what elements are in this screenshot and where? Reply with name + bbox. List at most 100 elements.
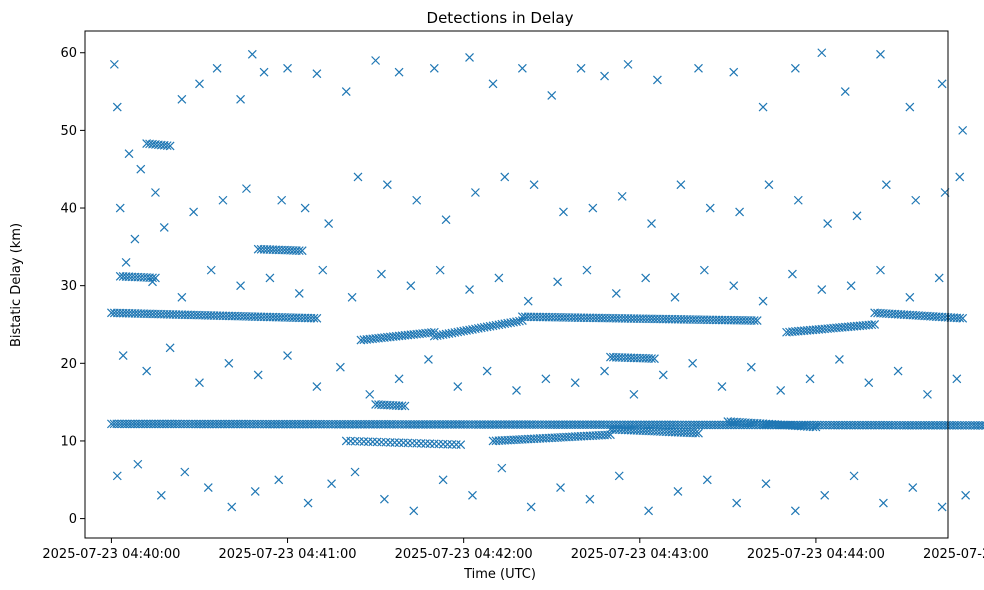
data-point — [790, 506, 800, 516]
data-point — [652, 75, 662, 85]
data-point — [852, 211, 862, 221]
data-point — [876, 49, 885, 59]
data-point — [435, 265, 445, 275]
data-point — [644, 506, 654, 516]
data-point — [180, 467, 190, 477]
data-point — [482, 366, 492, 376]
data-point — [438, 475, 448, 485]
data-point — [136, 164, 146, 174]
data-point — [253, 370, 263, 380]
data-point — [115, 203, 125, 213]
data-point — [911, 195, 921, 205]
data-point — [576, 63, 586, 73]
x-tick-label: 2025-07-23 04:44:00 — [747, 547, 885, 562]
data-point — [359, 437, 369, 446]
data-point — [553, 277, 563, 287]
data-point — [702, 475, 712, 485]
data-point — [582, 265, 592, 275]
data-point — [403, 438, 413, 448]
data-point — [385, 437, 395, 447]
data-point — [447, 440, 457, 449]
data-point — [394, 438, 404, 448]
data-point — [309, 313, 319, 323]
data-point — [318, 265, 328, 275]
data-point — [312, 313, 322, 323]
data-point — [277, 195, 287, 205]
data-point — [905, 292, 915, 302]
data-point — [717, 382, 727, 392]
data-point — [617, 191, 627, 201]
data-point — [817, 285, 827, 294]
data-point — [732, 498, 742, 508]
data-point — [790, 63, 800, 73]
data-point — [961, 490, 971, 500]
data-point — [381, 437, 391, 447]
data-point — [647, 219, 656, 228]
data-point — [694, 63, 703, 73]
data-point — [118, 351, 128, 360]
data-point — [650, 354, 659, 364]
data-point — [600, 366, 609, 376]
data-point — [441, 215, 451, 225]
x-tick-label: 2025-07-23 04:42:00 — [395, 547, 533, 562]
data-point — [142, 366, 152, 376]
data-point — [195, 79, 204, 89]
data-point — [958, 313, 968, 323]
data-point — [350, 436, 360, 446]
y-axis-label: Bistatic Delay (km) — [9, 223, 24, 347]
data-point — [394, 374, 404, 384]
data-point — [556, 483, 565, 492]
data-point — [112, 471, 122, 481]
data-point — [934, 273, 944, 283]
data-point — [259, 67, 269, 77]
data-point — [588, 203, 598, 213]
data-point — [363, 437, 373, 447]
data-point — [761, 479, 771, 489]
data-point — [958, 125, 968, 135]
data-point — [224, 358, 234, 368]
data-point — [849, 471, 859, 481]
data-point — [165, 141, 175, 151]
data-point — [788, 269, 797, 279]
data-point — [846, 281, 856, 291]
data-point — [283, 351, 292, 360]
data-point — [811, 422, 821, 432]
data-point — [151, 273, 160, 283]
x-axis-label: Time (UTC) — [463, 567, 536, 582]
data-point — [206, 265, 216, 275]
data-point — [365, 389, 375, 399]
data-point — [429, 439, 439, 449]
data-point — [327, 479, 336, 489]
data-point — [881, 180, 891, 190]
data-point — [148, 273, 157, 283]
data-point — [749, 316, 759, 325]
data-point — [676, 180, 686, 190]
data-point — [382, 180, 392, 190]
data-point — [294, 289, 304, 298]
data-point — [673, 486, 683, 496]
y-tick-label: 40 — [60, 202, 77, 217]
data-point — [937, 79, 947, 89]
data-point — [776, 386, 786, 395]
data-point — [547, 91, 557, 100]
data-point — [735, 207, 745, 217]
data-point — [300, 203, 310, 213]
data-point — [218, 195, 228, 205]
y-tick-label: 0 — [69, 512, 77, 527]
data-point — [641, 273, 651, 283]
data-point — [177, 292, 187, 302]
data-point — [629, 389, 639, 399]
data-point — [647, 354, 656, 363]
data-point — [585, 494, 595, 504]
data-point — [162, 141, 172, 151]
data-point — [112, 102, 122, 112]
data-point — [808, 422, 818, 432]
data-point — [470, 188, 480, 197]
y-tick-label: 60 — [60, 46, 77, 61]
data-point — [512, 386, 521, 395]
y-tick-label: 50 — [60, 124, 77, 139]
data-point — [203, 483, 213, 492]
data-point — [526, 502, 536, 512]
x-tick-label: 2025-07-23 04:40:00 — [42, 547, 180, 562]
